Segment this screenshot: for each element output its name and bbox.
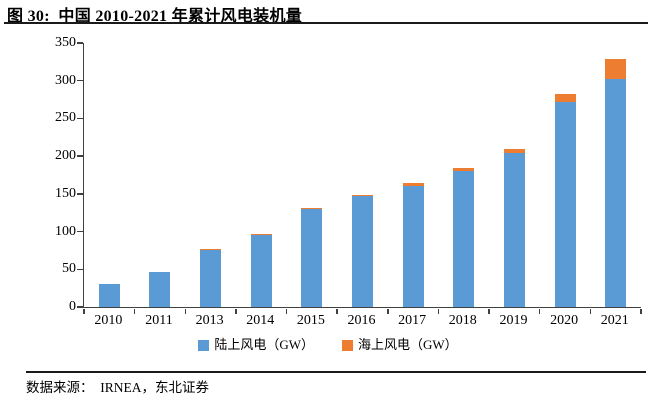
x-axis-labels: 2010 2011 2013 2014 2015 2016 2017 2018 2019 2020…	[83, 312, 640, 330]
y-tick-label: 0	[69, 299, 76, 314]
onshore-bar-segment	[352, 196, 374, 307]
bar-cell-2018	[438, 43, 489, 307]
bar-stack	[352, 194, 374, 307]
bar-stack	[98, 284, 120, 307]
bar-stack	[554, 94, 576, 307]
offshore-bar-segment	[605, 59, 627, 80]
x-tick-label: 2021	[600, 313, 629, 328]
y-tick-mark	[76, 306, 83, 308]
onshore-bar-segment	[402, 185, 424, 307]
legend-item-offshore: 海上风电（GW）	[342, 337, 458, 353]
onshore-bar-segment	[554, 101, 576, 307]
bar-cell-2014	[236, 43, 287, 307]
y-tick-mark	[76, 79, 83, 82]
x-tick-mark	[285, 308, 288, 314]
offshore-bar-segment	[453, 167, 475, 172]
x-tick-mark	[184, 308, 187, 314]
y-tick-mark	[76, 230, 83, 233]
offshore-bar-segment	[352, 194, 374, 197]
bar-stack	[402, 183, 424, 307]
bar-stack	[301, 208, 323, 307]
onshore-bar-segment	[605, 79, 627, 307]
offshore-bar-segment	[301, 208, 323, 209]
x-tick-label: 2011	[145, 313, 173, 328]
bar-cell-2016	[337, 43, 388, 307]
onshore-bar-segment	[250, 234, 272, 307]
x-tick-mark	[488, 308, 490, 314]
onshore-bar-segment	[301, 208, 323, 307]
offshore-bar-segment	[250, 233, 272, 235]
y-tick-label: 100	[55, 223, 76, 239]
bar-stack	[250, 233, 272, 307]
x-tick-label: 2016	[347, 313, 376, 328]
legend-label: 海上风电（GW）	[358, 337, 458, 352]
x-tick-label: 2010	[94, 313, 123, 328]
x-tick-label: 2020	[550, 313, 579, 328]
x-tick-mark	[387, 308, 389, 314]
y-tick-label: 200	[55, 148, 76, 164]
plot-area	[76, 42, 642, 314]
y-tick-label: 250	[55, 110, 76, 126]
onshore-bar-segment	[149, 272, 171, 307]
offshore-bar-segment	[200, 248, 222, 250]
figure-title: 图 30: 中国 2010-2021 年累计风电装机量	[7, 8, 303, 25]
x-tick-label: 2013	[195, 313, 224, 328]
legend-swatch-icon	[198, 339, 210, 351]
offshore-bar-segment	[503, 148, 525, 154]
y-tick-mark	[76, 42, 83, 44]
y-tick-label: 300	[55, 72, 76, 88]
y-tick-mark	[76, 268, 83, 271]
bar-stack	[503, 148, 525, 307]
x-tick-mark	[589, 308, 592, 314]
bar-cell-2020	[540, 43, 591, 307]
y-tick-label: 150	[55, 185, 76, 201]
bar-cell-2021	[590, 43, 641, 307]
y-tick-mark	[76, 193, 83, 195]
x-tick-mark	[83, 308, 85, 314]
x-tick-label: 2017	[398, 313, 427, 328]
title-underline	[4, 22, 648, 24]
legend-label: 陆上风电（GW）	[214, 337, 314, 352]
bar-cell-2017	[388, 43, 439, 307]
onshore-bar-segment	[503, 153, 525, 307]
offshore-bar-segment	[402, 183, 424, 186]
legend-swatch-icon	[342, 339, 353, 351]
y-tick-mark	[76, 117, 83, 120]
bar-cell-2019	[489, 43, 540, 307]
bar-stack	[453, 167, 475, 307]
y-tick-label: 350	[55, 35, 76, 50]
bar-cell-2015	[287, 43, 338, 307]
data-source: 数据来源： IRNEA，东北证券	[26, 380, 209, 395]
x-tick-label: 2015	[296, 313, 325, 328]
x-tick-mark	[538, 308, 541, 314]
x-tick-mark	[437, 308, 440, 314]
bar-series	[84, 43, 641, 307]
onshore-bar-segment	[98, 284, 120, 307]
bar-cell-2011	[135, 43, 186, 307]
x-tick-mark	[640, 308, 642, 314]
onshore-bar-segment	[453, 171, 475, 307]
offshore-bar-segment	[554, 94, 576, 102]
bar-stack	[200, 248, 222, 307]
x-tick-label: 2018	[448, 313, 477, 328]
x-tick-label: 2014	[246, 313, 275, 328]
legend-item-onshore: 陆上风电（GW）	[198, 337, 314, 353]
x-tick-mark	[235, 308, 237, 314]
y-tick-mark	[76, 155, 83, 157]
bar-cell-2010	[84, 43, 135, 307]
x-tick-label: 2019	[499, 313, 528, 328]
y-tick-label: 50	[62, 261, 76, 277]
chart-legend: 陆上风电（GW） 海上风电（GW）	[0, 337, 656, 353]
onshore-bar-segment	[200, 249, 222, 307]
bar-stack	[149, 272, 171, 307]
x-tick-mark	[336, 308, 338, 314]
source-divider	[26, 371, 646, 373]
bar-stack	[605, 59, 627, 307]
x-tick-mark	[133, 308, 136, 314]
bar-cell-2013	[185, 43, 236, 307]
